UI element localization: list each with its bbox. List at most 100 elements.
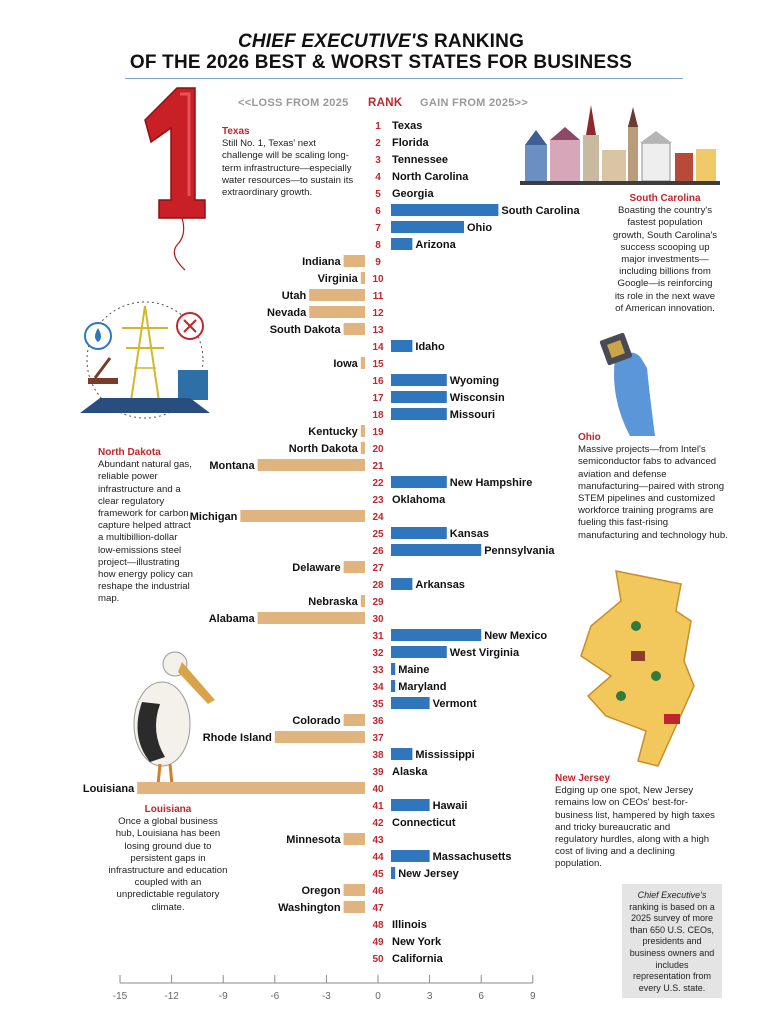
gain-bar xyxy=(391,408,447,420)
gain-bar xyxy=(391,204,499,216)
rank-label: 11 xyxy=(373,291,384,302)
rank-label: 26 xyxy=(372,546,384,557)
callout-louisiana: Louisiana Once a global business hub, Lo… xyxy=(108,804,228,914)
rank-label: 19 xyxy=(372,427,384,438)
rank-label: 46 xyxy=(372,886,384,897)
state-label: Virginia xyxy=(318,273,359,285)
callout-new-jersey: New Jersey Edging up one spot, New Jerse… xyxy=(555,773,715,871)
state-label: South Dakota xyxy=(270,324,342,336)
loss-bar xyxy=(240,510,365,522)
rank-label: 28 xyxy=(372,580,384,591)
loss-bar xyxy=(343,714,365,726)
loss-bar xyxy=(360,357,365,369)
state-label: Vermont xyxy=(433,698,477,710)
rank-label: 45 xyxy=(372,869,384,880)
state-label: New Jersey xyxy=(398,868,459,880)
rank-label: 25 xyxy=(372,529,384,540)
rank-label: 1 xyxy=(375,121,381,132)
rank-label: 6 xyxy=(375,206,381,217)
loss-bar xyxy=(343,323,365,335)
state-label: Utah xyxy=(282,290,307,302)
loss-bar xyxy=(343,901,365,913)
loss-bar xyxy=(309,289,365,301)
rank-label: 33 xyxy=(372,665,384,676)
rank-label: 13 xyxy=(372,325,384,336)
rank-label: 14 xyxy=(372,342,384,353)
red-number-one-balloon-icon xyxy=(144,87,206,271)
callout-texas: Texas Still No. 1, Texas' next challenge… xyxy=(222,126,357,199)
rank-label: 29 xyxy=(372,597,384,608)
state-label: Missouri xyxy=(450,409,495,421)
methodology-footnote: Chief Executive's ranking is based on a … xyxy=(622,884,722,998)
callout-ohio-text: Massive projects—from Intel's semiconduc… xyxy=(578,444,728,541)
gain-bar xyxy=(391,340,413,352)
state-label: Alaska xyxy=(392,766,428,778)
loss-bar xyxy=(309,306,365,318)
state-label: Mississippi xyxy=(415,749,474,761)
title-italic: CHIEF EXECUTIVE'S xyxy=(237,31,429,52)
x-tick-label: -6 xyxy=(270,991,279,1002)
state-label: Tennessee xyxy=(392,154,448,166)
callout-north-dakota-text: Abundant natural gas, reliable power inf… xyxy=(98,459,193,605)
loss-bar xyxy=(360,425,365,437)
callout-ohio: Ohio Massive projects—from Intel's semic… xyxy=(578,432,728,542)
loss-bar xyxy=(137,782,365,794)
state-label: Hawaii xyxy=(433,800,468,812)
pelican-illustration xyxy=(133,651,215,786)
state-label: Louisiana xyxy=(83,783,135,795)
x-tick-label: 0 xyxy=(375,991,381,1002)
state-label: Indiana xyxy=(302,256,341,268)
rank-header: RANK xyxy=(368,97,403,109)
rank-label: 18 xyxy=(372,410,384,421)
rank-label: 40 xyxy=(372,784,384,795)
rank-label: 21 xyxy=(372,461,384,472)
gain-bar xyxy=(391,544,482,556)
callout-louisiana-text: Once a global business hub, Louisiana ha… xyxy=(108,816,228,913)
state-label: Texas xyxy=(392,120,422,132)
x-tick-label: -15 xyxy=(113,991,128,1002)
rank-label: 24 xyxy=(372,512,384,523)
state-label: Ohio xyxy=(467,222,492,234)
rank-label: 48 xyxy=(372,920,384,931)
rank-label: 27 xyxy=(372,563,384,574)
rank-label: 9 xyxy=(375,257,381,268)
x-tick-label: 3 xyxy=(427,991,433,1002)
rank-label: 43 xyxy=(372,835,384,846)
state-label: Arizona xyxy=(415,239,456,251)
chart-title-line-2: OF THE 2026 BEST & WORST STATES FOR BUSI… xyxy=(129,52,633,73)
rank-label: 34 xyxy=(372,682,384,693)
state-label: Illinois xyxy=(392,919,427,931)
gain-bar xyxy=(391,629,482,641)
rank-label: 7 xyxy=(375,223,381,234)
state-label: Delaware xyxy=(292,562,340,574)
loss-bar xyxy=(257,459,365,471)
gain-bar xyxy=(391,374,447,386)
loss-bar xyxy=(360,272,365,284)
rank-label: 42 xyxy=(372,818,384,829)
state-label: North Carolina xyxy=(392,171,469,183)
rank-label: 41 xyxy=(372,801,384,812)
state-label: Montana xyxy=(209,460,255,472)
x-tick-label: -9 xyxy=(219,991,228,1002)
chart-title-line-1: CHIEF EXECUTIVE'S RANKING xyxy=(0,31,762,53)
gain-bar xyxy=(391,391,447,403)
rank-label: 32 xyxy=(372,648,384,659)
loss-bar xyxy=(343,255,365,267)
x-tick-label: 9 xyxy=(530,991,536,1002)
loss-bar xyxy=(274,731,365,743)
callout-texas-title: Texas xyxy=(222,126,250,137)
state-label: Connecticut xyxy=(392,817,456,829)
rank-label: 17 xyxy=(372,393,384,404)
rank-label: 8 xyxy=(375,240,381,251)
rank-label: 22 xyxy=(372,478,384,489)
rank-label: 36 xyxy=(372,716,384,727)
state-label: Kentucky xyxy=(308,426,358,438)
x-tick-label: -12 xyxy=(164,991,179,1002)
state-label: Nevada xyxy=(267,307,307,319)
callout-north-dakota-title: North Dakota xyxy=(98,447,161,458)
x-tick-label: -3 xyxy=(322,991,331,1002)
state-label: California xyxy=(392,953,444,965)
rank-label: 31 xyxy=(372,631,384,642)
gain-bar xyxy=(391,238,413,250)
state-label: New York xyxy=(392,936,442,948)
